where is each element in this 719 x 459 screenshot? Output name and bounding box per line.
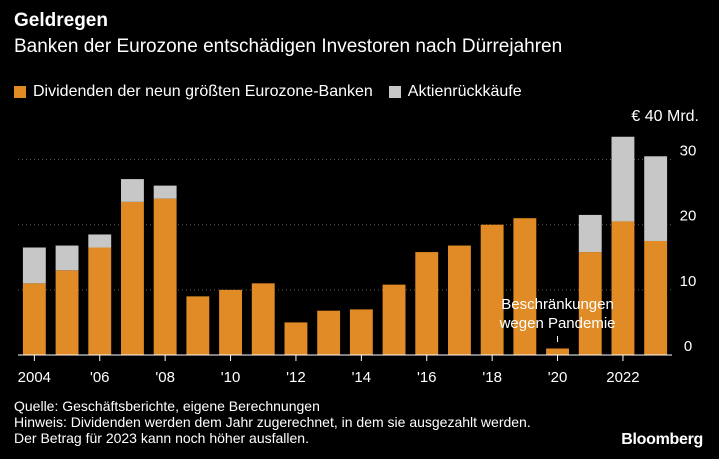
bar-buybacks-2005 xyxy=(55,245,79,271)
bar-dividends-2012 xyxy=(284,322,308,355)
bar-dividends-2023 xyxy=(644,240,668,355)
x-tick-label: '12 xyxy=(286,369,306,386)
chart-subtitle: Banken der Eurozone entschädigen Investo… xyxy=(14,36,563,57)
chart-title: Geldregen xyxy=(14,10,108,31)
x-tick-label: '16 xyxy=(417,369,437,386)
hint-note: Hinweis: Dividenden werden dem Jahr zuge… xyxy=(14,414,531,430)
x-tick-label: '10 xyxy=(221,369,241,386)
x-tick-label: 2022 xyxy=(606,369,639,386)
bar-buybacks-2023 xyxy=(644,156,668,241)
legend-swatch-dividends xyxy=(14,86,26,98)
bar-dividends-2011 xyxy=(251,283,275,355)
annotation-line-2: wegen Pandemie xyxy=(499,315,616,332)
bar-dividends-2019 xyxy=(513,218,537,355)
bar-dividends-2018 xyxy=(480,224,504,355)
x-tick-label: '06 xyxy=(90,369,110,386)
legend-item-dividends: Dividenden der neun größten Eurozone-Ban… xyxy=(14,83,373,101)
legend-swatch-buybacks xyxy=(388,86,401,98)
x-tick-label: '18 xyxy=(482,369,502,386)
bar-chart: 0 10 20 30 2004 '06 '08 '10 '12 '14 '16 '18 '20 2022 B… xyxy=(18,136,697,386)
bar-buybacks-2004 xyxy=(22,247,46,284)
annotation-line-1: Beschränkungen xyxy=(501,296,614,313)
bar-dividends-2007 xyxy=(121,201,144,355)
x-tick-label: '08 xyxy=(155,369,175,386)
bar-dividends-2004 xyxy=(22,283,46,355)
bar-dividends-2005 xyxy=(55,270,79,355)
x-tick-label: '20 xyxy=(548,369,568,386)
x-tick-label: 2004 xyxy=(18,369,51,386)
bar-dividends-2016 xyxy=(415,252,439,355)
legend-item-buybacks: Aktienrückkäufe xyxy=(388,83,522,101)
y-tick-label: 0 xyxy=(684,338,692,355)
bar-dividends-2013 xyxy=(317,310,341,355)
bar-buybacks-2008 xyxy=(153,185,177,199)
bar-dividends-2022 xyxy=(611,221,635,355)
bar-dividends-2015 xyxy=(382,284,406,355)
bar-buybacks-2006 xyxy=(88,234,112,248)
hint-note-2: Der Betrag für 2023 kann noch höher ausf… xyxy=(14,430,309,446)
bar-dividends-2014 xyxy=(349,309,373,355)
bar-dividends-2008 xyxy=(153,198,177,355)
bar-dividends-2020 xyxy=(546,348,569,355)
bar-dividends-2010 xyxy=(219,289,242,355)
bar-buybacks-2007 xyxy=(121,179,144,202)
bar-buybacks-2022 xyxy=(611,136,635,222)
y-tick-label: 30 xyxy=(680,143,697,160)
bar-buybacks-2021 xyxy=(578,214,602,253)
x-tick-label: '14 xyxy=(352,369,372,386)
bloomberg-logo: Bloomberg xyxy=(621,431,703,448)
bar-dividends-2006 xyxy=(88,247,112,355)
y-tick-label: 20 xyxy=(680,208,697,225)
bar-dividends-2021 xyxy=(578,252,602,355)
y-tick-label: 10 xyxy=(680,273,697,290)
bar-dividends-2017 xyxy=(448,245,471,355)
y-axis-unit-label: € 40 Mrd. xyxy=(631,108,699,125)
source-note: Quelle: Geschäftsberichte, eigene Berech… xyxy=(14,398,320,414)
footnotes: Quelle: Geschäftsberichte, eigene Berech… xyxy=(14,398,531,446)
bar-dividends-2009 xyxy=(186,296,210,355)
legend-label-buybacks: Aktienrückkäufe xyxy=(407,83,522,100)
legend-label-dividends: Dividenden der neun größten Eurozone-Ban… xyxy=(33,83,373,100)
legend: Dividenden der neun größten Eurozone-Ban… xyxy=(14,83,538,101)
